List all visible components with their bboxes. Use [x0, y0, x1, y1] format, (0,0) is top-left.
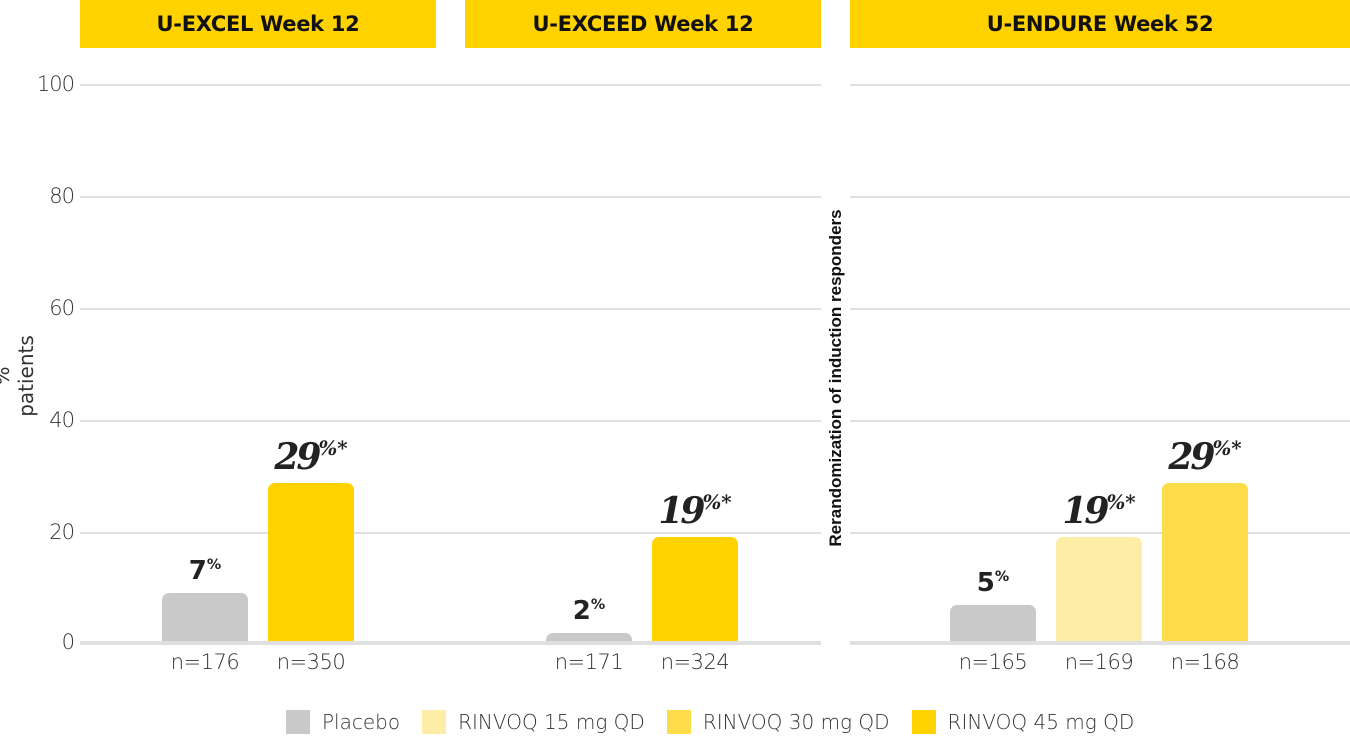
bar-rinvoq30-u-endure [1162, 483, 1248, 641]
value-label: 2% [572, 596, 606, 626]
value-label: 7% [188, 556, 222, 586]
legend-label: RINVOQ 15 mg QD [458, 710, 645, 734]
value-label: 19%* [1062, 490, 1136, 532]
panel-title: U-ENDURE Week 52 [986, 12, 1214, 36]
gridline-100 [80, 84, 821, 86]
bar-placebo-u-excel [162, 593, 248, 641]
value-label: 19%* [658, 490, 732, 532]
n-label: n=171 [554, 650, 624, 674]
y-tick-100: 100 [36, 72, 75, 96]
y-tick-40: 40 [49, 408, 75, 432]
value-label: 5% [976, 568, 1010, 598]
bar-rinvoq45-u-exceed [652, 537, 738, 641]
n-label: n=324 [660, 650, 730, 674]
legend-swatch-icon [911, 710, 936, 734]
legend-swatch-icon [666, 710, 691, 734]
value-label: 29%* [1168, 436, 1242, 478]
legend-item-rinvoq-30: RINVOQ 30 mg QD [666, 710, 890, 734]
legend-label: Placebo [322, 710, 401, 734]
baseline [80, 641, 821, 645]
y-tick-20: 20 [49, 520, 75, 544]
gridline-60 [850, 308, 1350, 310]
n-label: n=168 [1170, 650, 1240, 674]
bar-placebo-u-endure [950, 605, 1036, 641]
gridline-80 [80, 196, 821, 198]
bar-rinvoq45-u-excel [268, 483, 354, 641]
rerandomization-label: Rerandomization of induction responders [826, 209, 845, 547]
panel-header-u-exceed: U-EXCEED Week 12 [465, 0, 821, 48]
y-tick-80: 80 [49, 184, 75, 208]
baseline [850, 641, 1350, 645]
n-label: n=176 [170, 650, 240, 674]
gridline-40 [850, 420, 1350, 422]
y-tick-0: 0 [61, 630, 75, 654]
legend-swatch-icon [286, 710, 310, 734]
legend: Placebo RINVOQ 15 mg QD RINVOQ 30 mg QD … [286, 708, 1156, 736]
n-label: n=169 [1064, 650, 1134, 674]
gridline-20 [80, 532, 821, 534]
gridline-60 [80, 308, 821, 310]
gridline-40 [80, 420, 821, 422]
legend-swatch-icon [422, 710, 447, 734]
bar-placebo-u-exceed [546, 633, 632, 641]
legend-item-placebo: Placebo [286, 710, 400, 734]
legend-label: RINVOQ 30 mg QD [702, 710, 890, 734]
panel-header-u-excel: U-EXCEL Week 12 [80, 0, 436, 48]
panel-header-u-endure: U-ENDURE Week 52 [850, 0, 1350, 48]
y-tick-60: 60 [49, 296, 75, 320]
gridline-20 [850, 532, 1350, 534]
legend-label: RINVOQ 45 mg QD [947, 710, 1135, 734]
gridline-80 [850, 196, 1350, 198]
gridline-100 [850, 84, 1350, 86]
legend-item-rinvoq-45: RINVOQ 45 mg QD [911, 710, 1135, 734]
legend-item-rinvoq-15: RINVOQ 15 mg QD [422, 710, 645, 734]
panel-title: U-EXCEL Week 12 [156, 12, 360, 36]
bar-rinvoq15-u-endure [1056, 537, 1142, 641]
n-label: n=350 [276, 650, 346, 674]
n-label: n=165 [958, 650, 1028, 674]
panel-title: U-EXCEED Week 12 [532, 12, 754, 36]
value-label: 29%* [274, 436, 348, 478]
